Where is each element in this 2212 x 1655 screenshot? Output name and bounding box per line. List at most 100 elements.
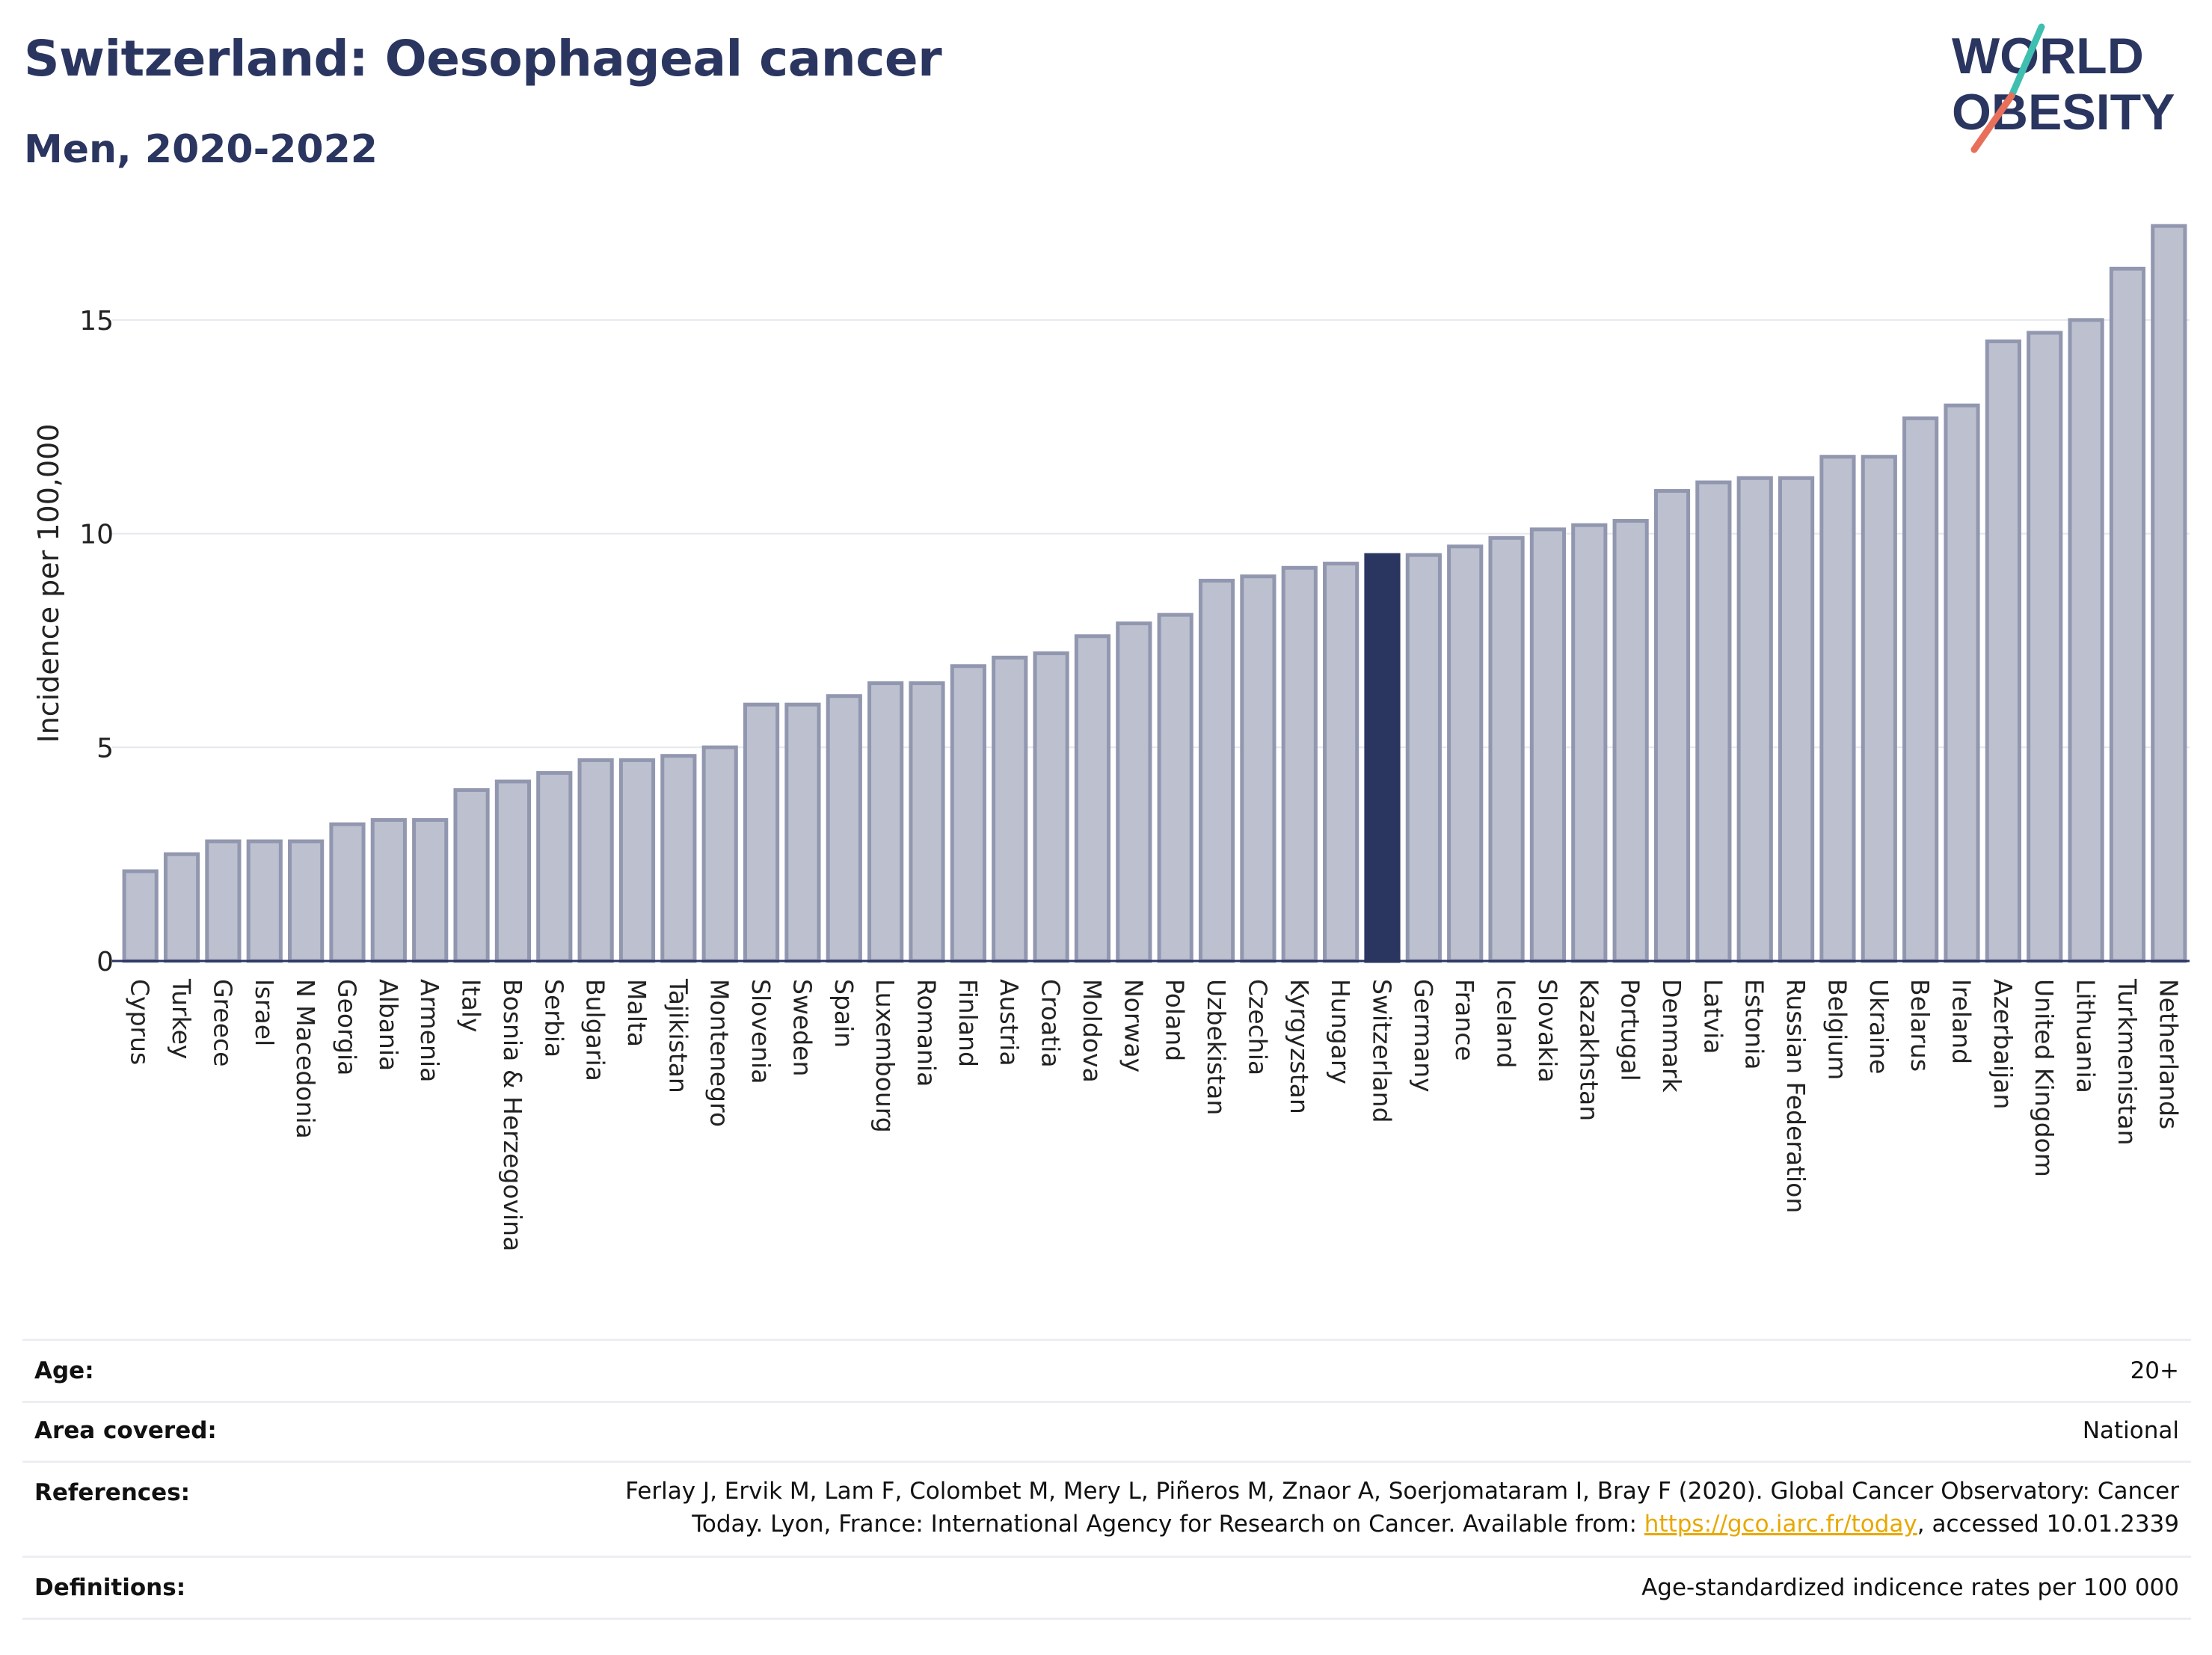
x-tick-label: Kyrgyzstan bbox=[1285, 979, 1314, 1114]
y-tick-labels: 0 5 10 15 bbox=[79, 306, 114, 977]
x-tick-label: Sweden bbox=[787, 979, 817, 1076]
world-obesity-logo: WORLD OBESITY bbox=[1952, 23, 2175, 153]
y-tick-label: 5 bbox=[96, 733, 114, 764]
references-line1: Ferlay J, Ervik M, Lam F, Colombet M, Me… bbox=[625, 1478, 2179, 1505]
bar-montenegro bbox=[701, 745, 738, 963]
definitions-value: Age-standardized indicence rates per 100… bbox=[1641, 1574, 2179, 1601]
bars bbox=[122, 224, 2187, 963]
bar-belgium bbox=[1819, 455, 1856, 963]
age-label: Age: bbox=[34, 1357, 94, 1384]
x-tick-label: Russian Federation bbox=[1781, 979, 1810, 1213]
x-tick-label: Switzerland bbox=[1367, 979, 1396, 1123]
bar-slovakia bbox=[1529, 527, 1567, 963]
bar-ukraine bbox=[1861, 455, 1897, 963]
bar-romania bbox=[909, 681, 945, 963]
bar-lithuania bbox=[2068, 318, 2104, 963]
x-tick-label: Albania bbox=[374, 979, 403, 1071]
bar-chart: Cyprus Turkey Greece Israel N Macedonia Georg… bbox=[32, 224, 2190, 1251]
x-tick-label: Belarus bbox=[1905, 979, 1935, 1072]
info-row-age: Age: 20+ bbox=[22, 1339, 2191, 1403]
x-tick-label: Lithuania bbox=[2071, 979, 2101, 1093]
bar-norway bbox=[1116, 621, 1152, 963]
bar-france bbox=[1447, 544, 1484, 963]
bar-greece bbox=[205, 839, 242, 963]
bar-croatia bbox=[1033, 651, 1069, 963]
logo-stroke-teal bbox=[2008, 23, 2045, 99]
bar-azerbaijan bbox=[1985, 339, 2021, 963]
x-tick-label: Slovenia bbox=[746, 979, 775, 1084]
x-tick-label: Georgia bbox=[332, 979, 361, 1075]
x-tick-label: Hungary bbox=[1326, 979, 1355, 1084]
x-tick-label: Uzbekistan bbox=[1202, 979, 1231, 1115]
bar-turkey bbox=[163, 852, 200, 963]
x-tick-label: Belgium bbox=[1822, 979, 1852, 1080]
x-tick-label: Latvia bbox=[1698, 979, 1727, 1054]
x-tick-label: Cyprus bbox=[126, 979, 155, 1065]
x-tick-label: Moldova bbox=[1078, 979, 1107, 1083]
x-tick-label: Italy bbox=[457, 979, 486, 1033]
y-tick-label: 0 bbox=[96, 947, 114, 977]
bar-ireland bbox=[1944, 403, 1980, 963]
x-tick-label: Slovakia bbox=[1533, 979, 1562, 1083]
references-line2-pre: Today. Lyon, France: International Agenc… bbox=[692, 1511, 1644, 1538]
bar-turkmenistan bbox=[2109, 266, 2146, 963]
x-tick-label: Bulgaria bbox=[581, 979, 610, 1081]
bar-bosnia-herzegovina bbox=[494, 779, 532, 963]
y-tick-label: 15 bbox=[79, 306, 114, 337]
x-tick-label: Germany bbox=[1409, 979, 1438, 1093]
page-subtitle: Men, 2020-2022 bbox=[24, 127, 378, 172]
references-value: Ferlay J, Ervik M, Lam F, Colombet M, Me… bbox=[625, 1475, 2179, 1541]
area-value: National bbox=[2082, 1417, 2179, 1444]
x-tick-label: Serbia bbox=[539, 979, 568, 1057]
x-tick-label: Finland bbox=[953, 979, 983, 1067]
references-link[interactable]: https://gco.iarc.fr/today bbox=[1644, 1511, 1917, 1538]
y-axis-label: Incidence per 100,000 bbox=[32, 423, 65, 743]
x-tick-label: Montenegro bbox=[705, 979, 734, 1127]
x-tick-label: Tajikistan bbox=[663, 978, 692, 1093]
x-tick-label: Romania bbox=[912, 979, 941, 1087]
bar-cyprus bbox=[122, 869, 159, 963]
x-tick-label: Norway bbox=[1119, 979, 1148, 1072]
bar-russian-federation bbox=[1778, 476, 1815, 963]
x-tick-label: Greece bbox=[208, 979, 237, 1066]
area-label: Area covered: bbox=[34, 1417, 217, 1444]
bar-germany bbox=[1405, 553, 1442, 963]
references-line2-post: , accessed 10.01.2339 bbox=[1917, 1511, 2179, 1538]
x-tick-label: Estonia bbox=[1740, 979, 1769, 1069]
bar-uzbekistan bbox=[1198, 578, 1235, 963]
bar-malta bbox=[618, 758, 656, 963]
x-tick-label: Israel bbox=[250, 979, 279, 1046]
x-tick-label: Portugal bbox=[1616, 979, 1645, 1081]
info-row-references: References: Ferlay J, Ervik M, Lam F, Co… bbox=[22, 1463, 2191, 1558]
info-row-definitions: Definitions: Age-standardized indicence … bbox=[22, 1558, 2191, 1620]
bar-albania bbox=[370, 817, 407, 963]
x-tick-label: Turkmenistan bbox=[2113, 978, 2142, 1146]
definitions-label: Definitions: bbox=[34, 1574, 186, 1601]
x-tick-label: Luxembourg bbox=[870, 979, 900, 1133]
bar-switzerland bbox=[1364, 553, 1401, 963]
logo-stroke-coral bbox=[1970, 92, 2015, 153]
logo-line1: WORLD bbox=[1952, 28, 2144, 85]
bar-latvia bbox=[1695, 480, 1732, 963]
x-tick-label: Spain bbox=[829, 979, 858, 1048]
bar-slovenia bbox=[743, 702, 780, 963]
bar-bulgaria bbox=[577, 758, 614, 963]
x-tick-label: France bbox=[1450, 979, 1479, 1061]
x-tick-label: Armenia bbox=[415, 979, 444, 1082]
x-tick-label: Azerbaijan bbox=[1988, 979, 2018, 1109]
bar-kazakhstan bbox=[1571, 523, 1608, 963]
x-tick-label: Austria bbox=[995, 979, 1024, 1066]
x-tick-label: Croatia bbox=[1036, 979, 1066, 1068]
bar-kyrgyzstan bbox=[1281, 565, 1318, 963]
bar-sweden bbox=[784, 702, 821, 963]
bar-serbia bbox=[536, 771, 573, 963]
bar-poland bbox=[1157, 612, 1193, 963]
bar-italy bbox=[453, 787, 490, 963]
x-tick-labels: Cyprus Turkey Greece Israel N Macedonia Georg… bbox=[126, 978, 2184, 1251]
x-tick-label: Malta bbox=[622, 979, 651, 1047]
bar-israel bbox=[246, 839, 283, 963]
x-tick-label: Ireland bbox=[1947, 979, 1976, 1064]
bar-hungary bbox=[1323, 562, 1360, 963]
bar-united-kingdom bbox=[2027, 331, 2063, 963]
bar-austria bbox=[992, 655, 1028, 963]
